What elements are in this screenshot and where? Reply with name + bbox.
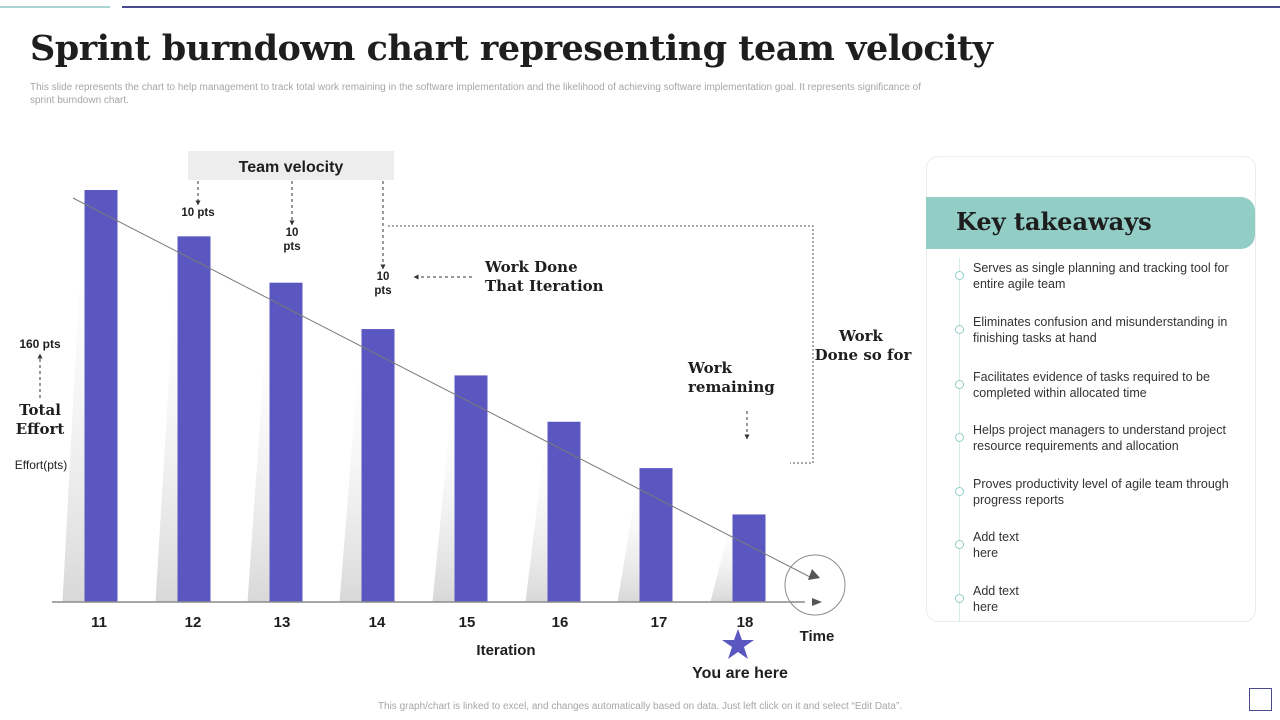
bar-shadow xyxy=(432,375,455,602)
velocity-label-12: 10 pts xyxy=(181,207,214,219)
time-circle xyxy=(784,554,846,616)
x-tick-18: 18 xyxy=(737,614,754,631)
burndown-chart: Team velocity 10 pts 10 pts 10 pts Work … xyxy=(15,151,913,682)
takeaway-item-3: Facilitates evidence of tasks required t… xyxy=(973,370,1210,400)
work-remaining-label-a: Work xyxy=(687,359,733,377)
key-takeaways-header: Key takeaways xyxy=(926,197,1255,249)
total-pts-label: 160 pts xyxy=(19,337,61,351)
total-effort-label-b: Effort xyxy=(16,420,65,438)
takeaway-item-1: Serves as single planning and tracking t… xyxy=(973,261,1229,291)
takeaway-dot-icon xyxy=(955,433,964,442)
bar-shadow xyxy=(62,190,85,602)
bar-shadow xyxy=(617,468,640,602)
bars xyxy=(84,190,766,602)
velocity-label-14-a: 10 xyxy=(377,271,390,283)
team-velocity-box xyxy=(188,151,394,180)
work-done-so-far-bracket xyxy=(388,225,814,464)
bar-shadow xyxy=(247,282,270,602)
takeaway-item-5: Proves productivity level of agile team … xyxy=(973,477,1229,507)
work-done-so-far-label-a: Work xyxy=(838,327,884,345)
bar-13 xyxy=(269,282,303,602)
work-done-iteration-label-b: That Iteration xyxy=(485,277,604,295)
trend-line xyxy=(72,197,813,579)
bar-14 xyxy=(361,329,395,602)
work-done-iteration-label-a: Work Done xyxy=(484,258,578,276)
velocity-label-13-a: 10 xyxy=(286,227,299,239)
x-tick-15: 15 xyxy=(459,614,476,631)
x-tick-labels: 11 12 13 14 15 16 17 18 xyxy=(91,614,753,631)
bar-18 xyxy=(732,514,766,602)
bar-12 xyxy=(177,236,211,602)
takeaway-dot-icon xyxy=(955,271,964,280)
star-icon xyxy=(722,629,754,659)
footer-note: This graph/chart is linked to excel, and… xyxy=(377,701,903,712)
you-are-here-label: You are here xyxy=(692,665,788,682)
takeaway-dot-icon xyxy=(955,594,964,603)
top-accent-line-short xyxy=(0,6,110,8)
bar-shadow xyxy=(339,329,362,602)
y-axis-label: Effort(pts) xyxy=(15,458,67,472)
takeaway-item-7: Add text here xyxy=(973,584,1019,614)
bar-shadows xyxy=(62,190,733,602)
bar-shadow xyxy=(525,421,548,602)
x-tick-13: 13 xyxy=(274,614,291,631)
page-title: Sprint burndown chart representing team … xyxy=(30,28,993,69)
takeaway-dot-icon xyxy=(955,325,964,334)
work-done-so-far-label-b: Done so for xyxy=(815,346,913,364)
bar-17 xyxy=(639,468,673,602)
corner-square xyxy=(1249,688,1272,711)
bar-shadow xyxy=(155,236,178,602)
x-tick-11: 11 xyxy=(91,614,107,631)
work-remaining-label-b: remaining xyxy=(688,378,775,396)
page-subtitle: This slide represents the chart to help … xyxy=(30,82,922,106)
bar-16 xyxy=(547,421,581,602)
key-takeaways-title: Key takeaways xyxy=(956,207,1152,236)
velocity-label-14-b: pts xyxy=(374,285,391,297)
x-tick-17: 17 xyxy=(651,614,668,631)
team-velocity-label: Team velocity xyxy=(239,159,344,176)
takeaway-dot-icon xyxy=(955,540,964,549)
x-tick-16: 16 xyxy=(552,614,569,631)
x-tick-14: 14 xyxy=(369,614,386,631)
takeaway-item-4: Helps project managers to understand pro… xyxy=(973,423,1226,453)
takeaway-item-2: Eliminates confusion and misunderstandin… xyxy=(973,315,1228,345)
x-axis-label: Iteration xyxy=(476,642,535,659)
time-label: Time xyxy=(800,628,835,645)
time-arrow-upper-icon xyxy=(808,569,820,580)
takeaway-dot-icon xyxy=(955,487,964,496)
top-accent-line-long xyxy=(122,6,1280,8)
time-arrow-lower-icon xyxy=(812,598,822,606)
takeaway-item-6: Add text here xyxy=(973,530,1019,560)
total-effort-label-a: Total xyxy=(19,401,61,419)
velocity-label-13-b: pts xyxy=(283,241,300,253)
bar-11 xyxy=(84,190,118,602)
bar-15 xyxy=(454,375,488,602)
x-tick-12: 12 xyxy=(185,614,202,631)
takeaway-dot-icon xyxy=(955,380,964,389)
